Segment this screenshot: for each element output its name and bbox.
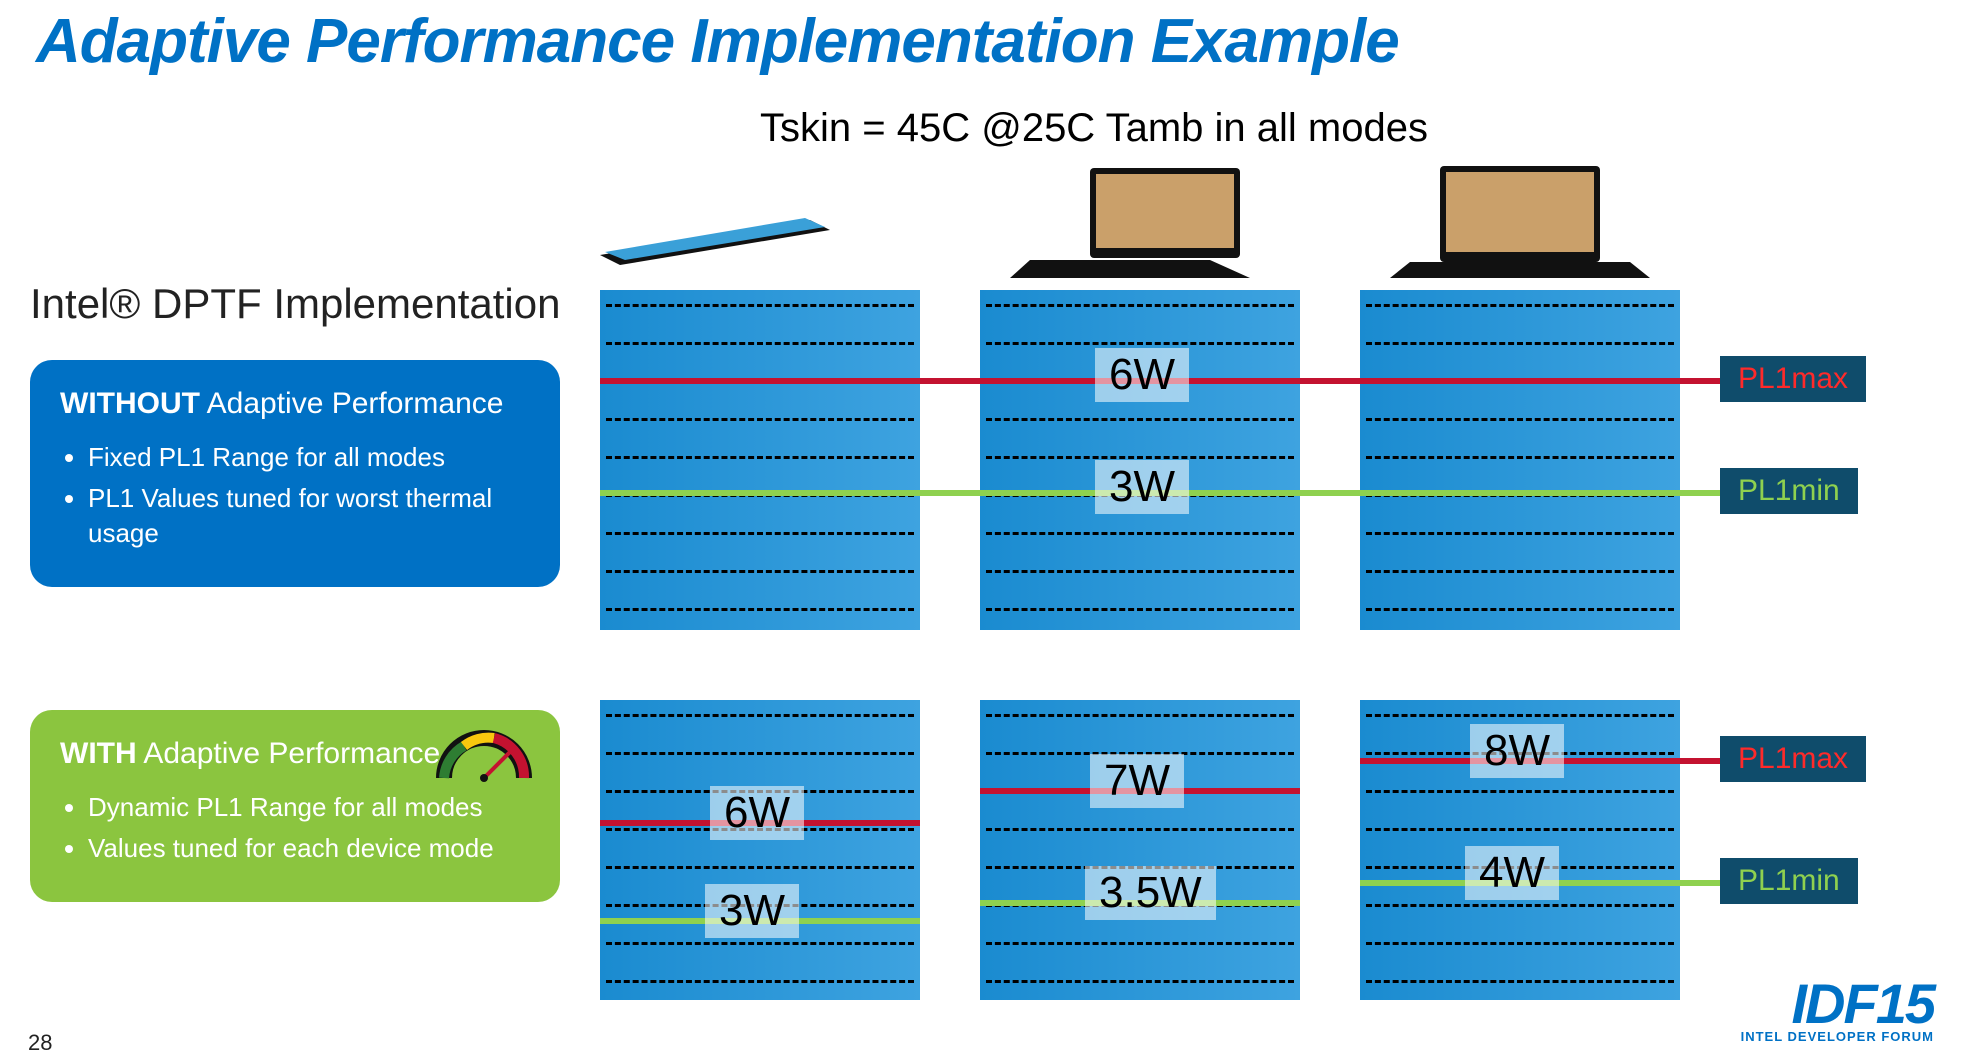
bullet: Dynamic PL1 Range for all modes <box>88 790 530 825</box>
page-number: 28 <box>28 1030 52 1056</box>
card-without-heading: WITHOUT Adaptive Performance <box>60 386 530 422</box>
device-laptop-icon <box>1000 160 1280 280</box>
row2-docked-min-label: 4W <box>1465 846 1559 900</box>
slide-title: Adaptive Performance Implementation Exam… <box>36 6 1399 77</box>
row2-laptop-max-label: 7W <box>1090 754 1184 808</box>
idf-logo-text: IDF15 <box>1741 979 1934 1029</box>
panel-row2-tablet <box>600 700 920 1000</box>
bullet: PL1 Values tuned for worst thermal usage <box>88 481 530 551</box>
legend-pl1min-row1: PL1min <box>1720 468 1858 514</box>
bullet: Values tuned for each device mode <box>88 831 530 866</box>
legend-pl1min-row2: PL1min <box>1720 858 1858 904</box>
row2-tablet-max-label: 6W <box>710 786 804 840</box>
device-tablet-icon <box>580 160 840 270</box>
legend-pl1max-row1: PL1max <box>1720 356 1866 402</box>
row2-docked-max-label: 8W <box>1470 724 1564 778</box>
dash-grid <box>1360 290 1680 630</box>
row1-pl1max-label: 6W <box>1095 348 1189 402</box>
subtitle: Intel® DPTF Implementation <box>30 280 560 328</box>
dash-grid <box>600 700 920 1000</box>
idf-logo: IDF15 INTEL DEVELOPER FORUM <box>1741 979 1934 1044</box>
card-with-adaptive: WITH Adaptive Performance Dynamic PL1 Ra… <box>30 710 560 902</box>
dash-grid <box>600 290 920 630</box>
row2-laptop-min-label: 3.5W <box>1085 866 1216 920</box>
card-with-bullets: Dynamic PL1 Range for all modes Values t… <box>60 790 530 866</box>
panel-row1-docked <box>1360 290 1680 630</box>
card-without-adaptive: WITHOUT Adaptive Performance Fixed PL1 R… <box>30 360 560 587</box>
panel-row2-laptop <box>980 700 1300 1000</box>
dash-grid <box>980 700 1300 1000</box>
condition-text: Tskin = 45C @25C Tamb in all modes <box>760 106 1428 151</box>
panel-row1-tablet <box>600 290 920 630</box>
row2-tablet-min-label: 3W <box>705 884 799 938</box>
bullet: Fixed PL1 Range for all modes <box>88 440 530 475</box>
gauge-icon <box>434 728 534 783</box>
legend-pl1max-row2: PL1max <box>1720 736 1866 782</box>
card-without-bullets: Fixed PL1 Range for all modes PL1 Values… <box>60 440 530 551</box>
row1-pl1min-label: 3W <box>1095 460 1189 514</box>
idf-logo-subtext: INTEL DEVELOPER FORUM <box>1741 1029 1934 1044</box>
device-docked-icon <box>1380 160 1660 280</box>
